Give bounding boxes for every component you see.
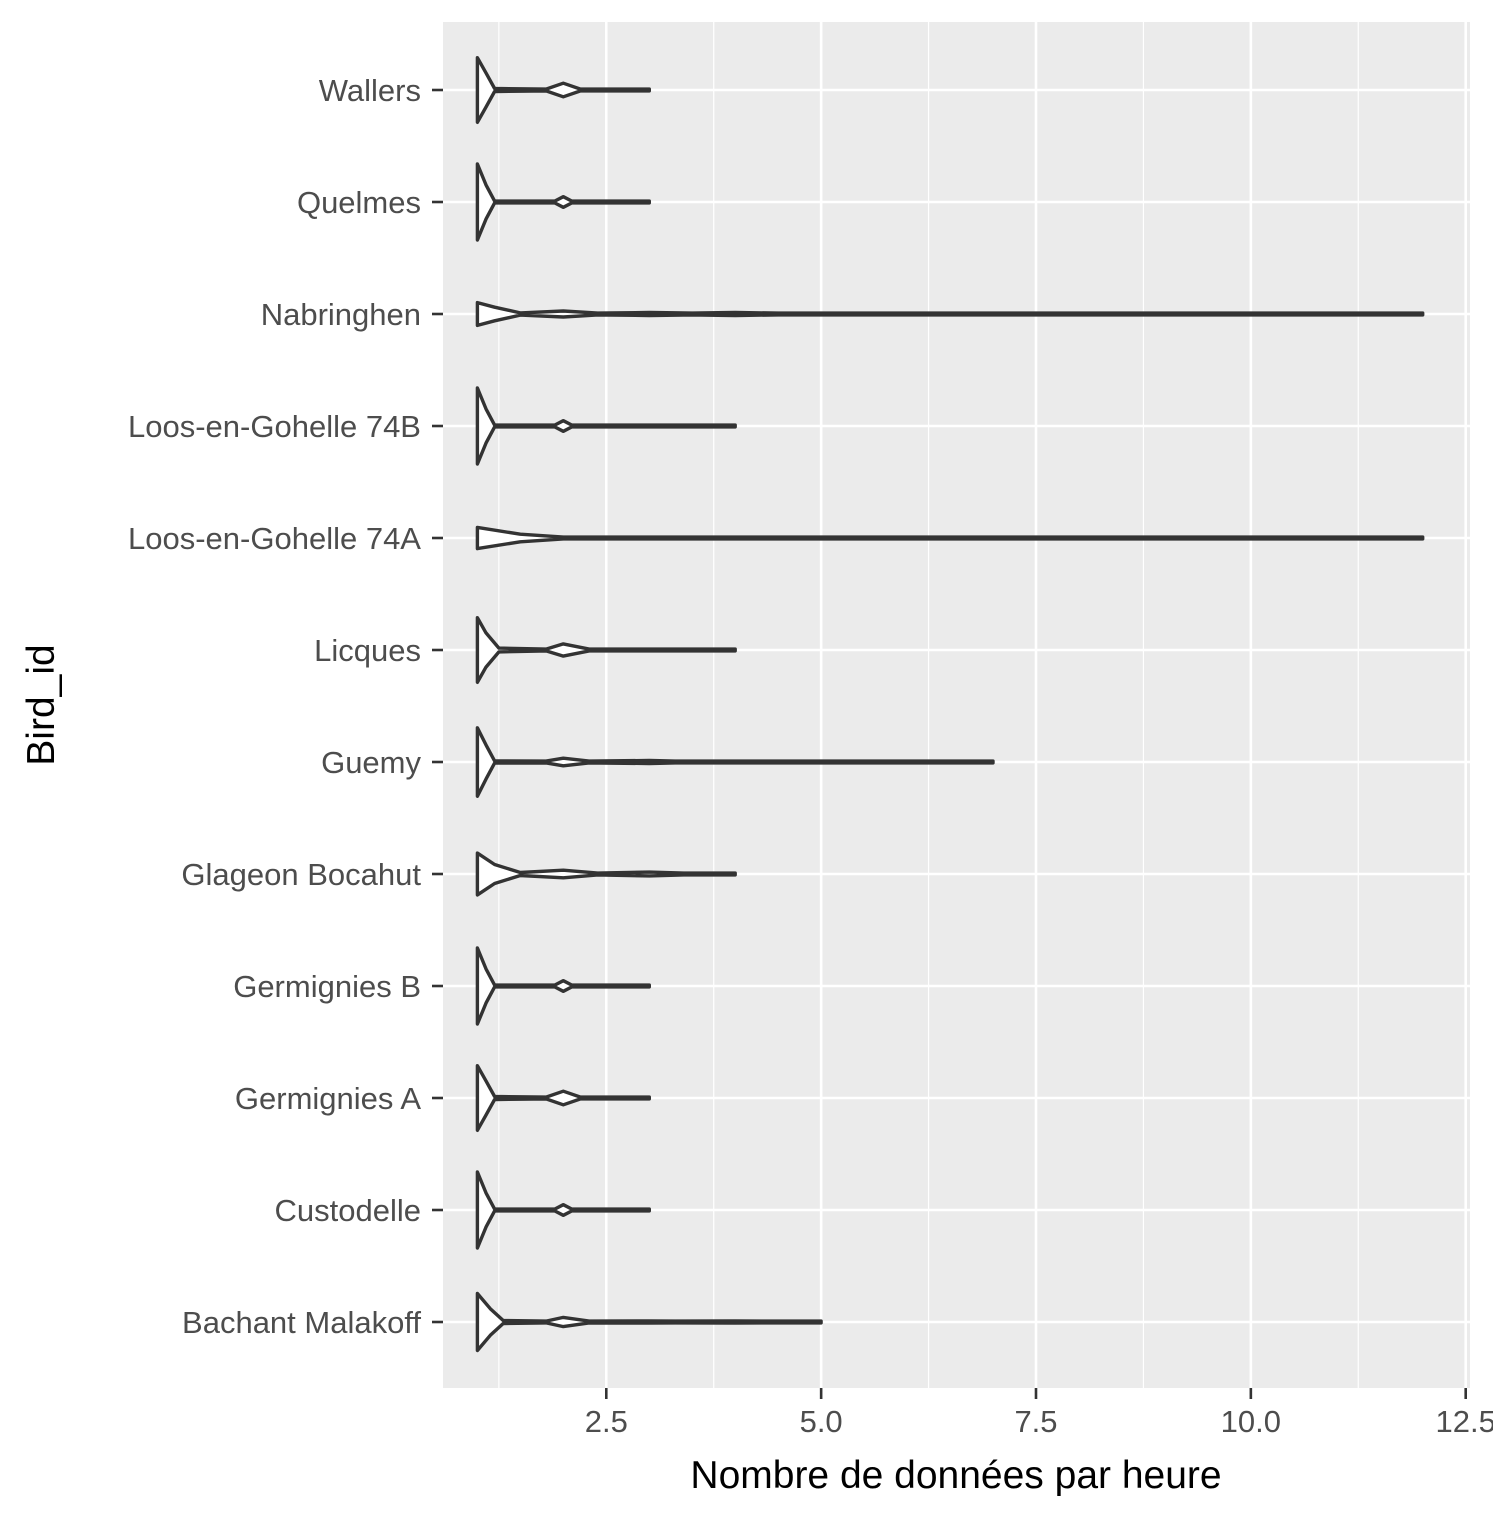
- plot-panel: [443, 22, 1470, 1388]
- y-tick-label: Licques: [314, 633, 421, 668]
- y-tick-label: Loos-en-Gohelle 74A: [128, 521, 421, 556]
- violin-quelmes: [475, 162, 651, 242]
- violins: [475, 56, 1425, 1353]
- violin-nabringhen: [475, 300, 1425, 328]
- violin-germignies-b: [475, 946, 651, 1026]
- violin-custodelle: [475, 1170, 651, 1250]
- violin-wallers: [475, 56, 651, 124]
- x-tick-label: 5.0: [800, 1404, 843, 1439]
- violin-glageon-bocahut: [475, 851, 737, 897]
- y-tick-label: Glageon Bocahut: [181, 857, 421, 892]
- violin-loos-en-gohelle-74a: [475, 525, 1425, 551]
- x-tick-label: 12.5: [1436, 1404, 1493, 1439]
- y-tick-label: Wallers: [319, 73, 421, 108]
- axes: Wallers Quelmes Nabringhen Loos-en-Gohelle …: [128, 73, 1493, 1439]
- y-tick-label: Custodelle: [275, 1193, 421, 1228]
- y-tick-label: Quelmes: [297, 185, 421, 220]
- x-tick-label: 2.5: [585, 1404, 628, 1439]
- y-axis-title: Bird_id: [20, 644, 63, 765]
- x-tick-label: 7.5: [1014, 1404, 1057, 1439]
- violin-germignies-a: [475, 1064, 651, 1132]
- violin-guemy: [475, 726, 995, 798]
- violin-licques: [475, 616, 737, 684]
- violin-bachant-malakoff: [475, 1291, 823, 1353]
- x-tick-label: 10.0: [1221, 1404, 1281, 1439]
- y-tick-label: Nabringhen: [261, 297, 421, 332]
- y-tick-label: Loos-en-Gohelle 74B: [128, 409, 421, 444]
- y-tick-label: Bachant Malakoff: [182, 1305, 421, 1340]
- y-tick-label: Germignies B: [233, 969, 421, 1004]
- y-tick-label: Guemy: [321, 745, 421, 780]
- y-tick-label: Germignies A: [235, 1081, 421, 1116]
- violin-loos-en-gohelle-74b: [475, 386, 737, 466]
- x-axis-title: Nombre de données par heure: [690, 1454, 1221, 1497]
